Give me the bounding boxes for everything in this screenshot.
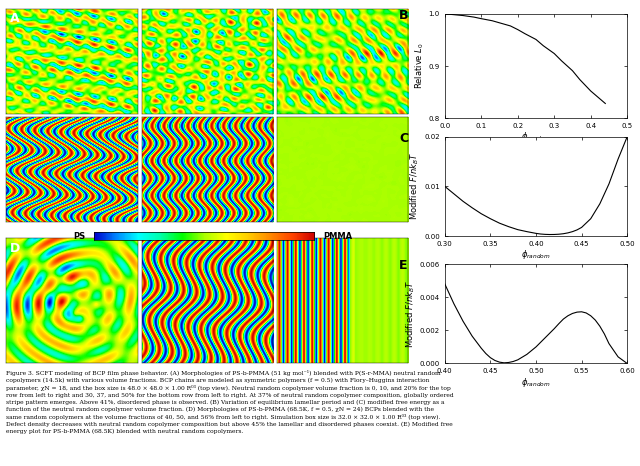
- Text: E: E: [399, 259, 408, 272]
- Text: PMMA: PMMA: [323, 232, 353, 240]
- Text: B: B: [399, 9, 409, 22]
- Text: A: A: [10, 13, 20, 26]
- X-axis label: $\phi_{random}$: $\phi_{random}$: [521, 248, 551, 261]
- X-axis label: $\phi_{random}$: $\phi_{random}$: [521, 130, 551, 144]
- Text: PS: PS: [74, 232, 86, 240]
- Text: D: D: [10, 242, 20, 255]
- Y-axis label: Relative $L_0$: Relative $L_0$: [413, 42, 426, 89]
- Text: Figure 3. SCFT modeling of BCP film phase behavior. (A) Morphologies of PS-b-PMM: Figure 3. SCFT modeling of BCP film phas…: [6, 370, 454, 434]
- Y-axis label: Modified $F/nk_BT$: Modified $F/nk_BT$: [409, 152, 421, 220]
- Y-axis label: Modified $F/nk_BT$: Modified $F/nk_BT$: [404, 280, 417, 348]
- X-axis label: $\phi_{random}$: $\phi_{random}$: [521, 376, 551, 389]
- Text: C: C: [399, 132, 408, 145]
